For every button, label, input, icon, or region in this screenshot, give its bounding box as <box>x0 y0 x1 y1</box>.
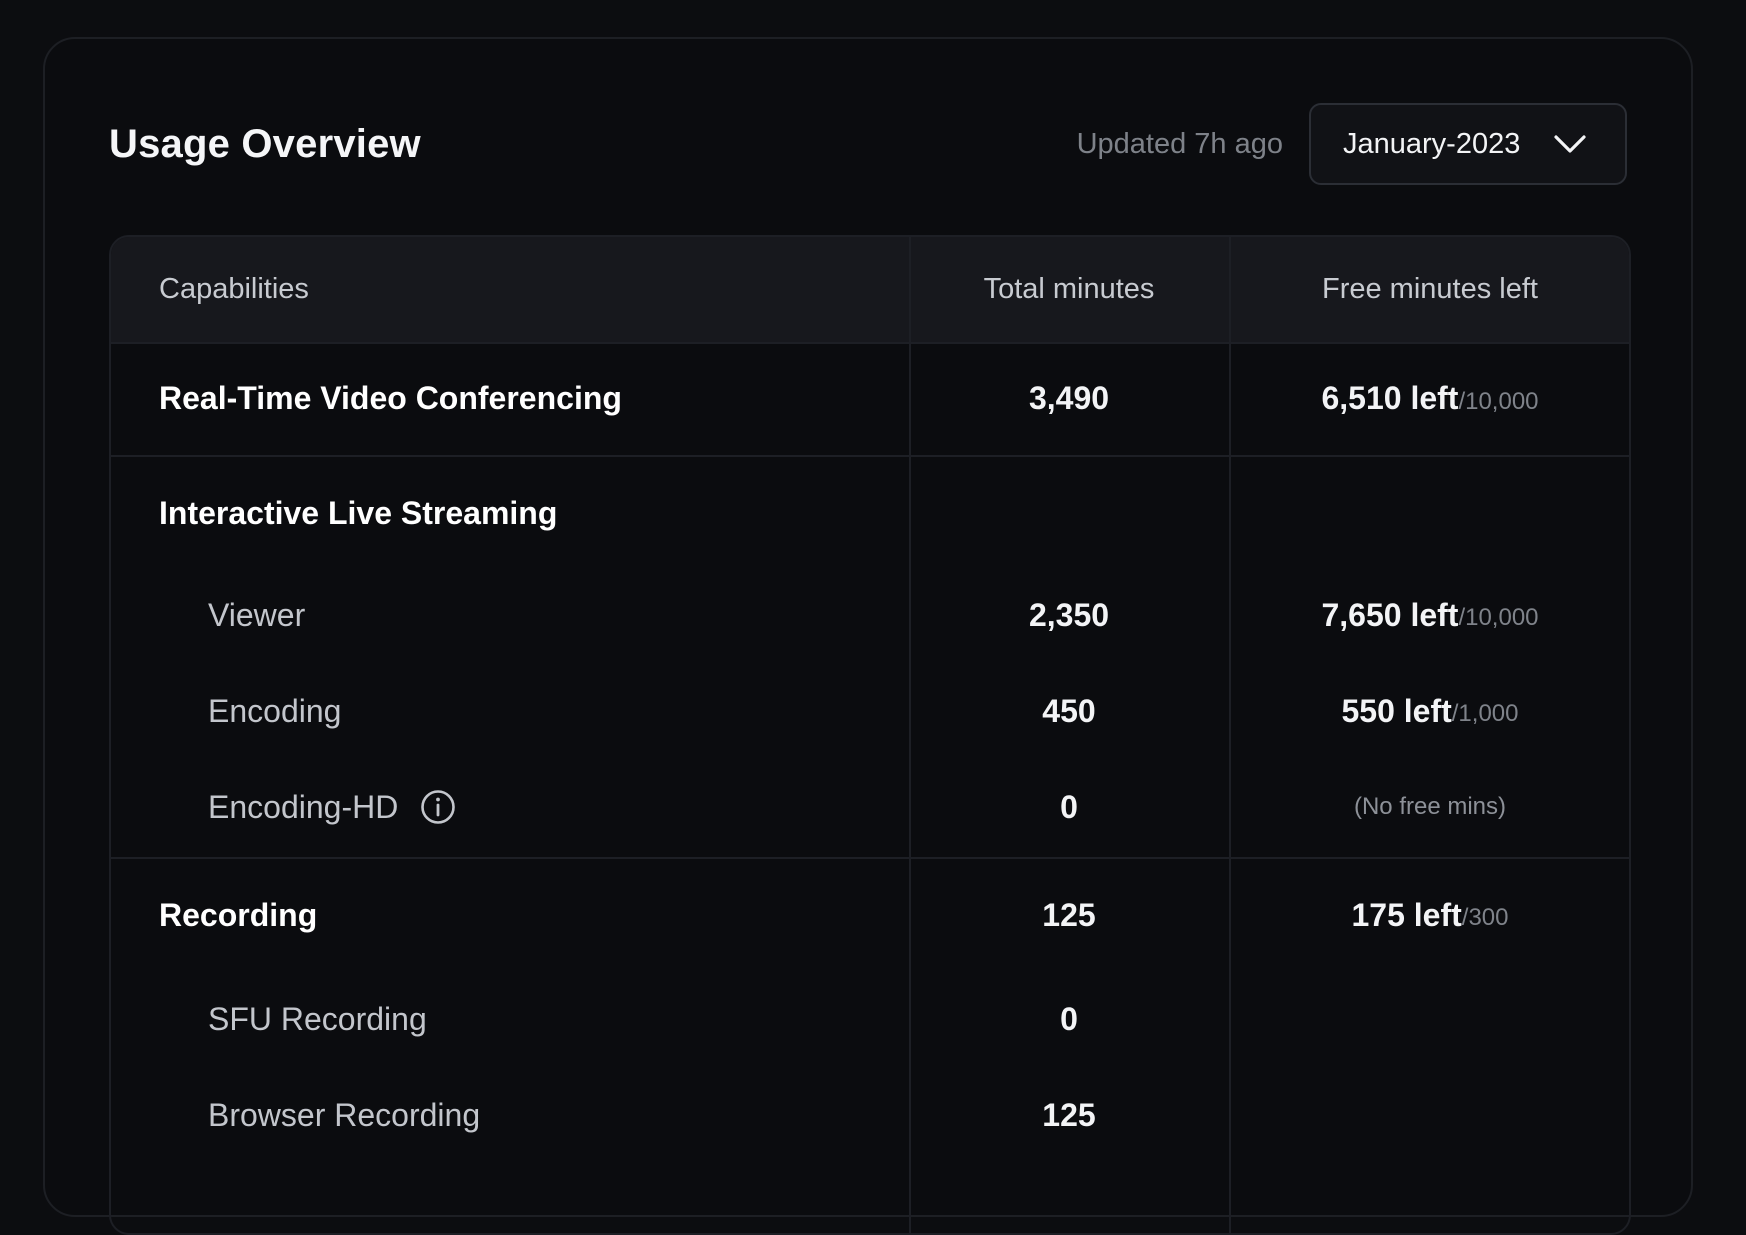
row-divider <box>111 455 1629 457</box>
usage-overview-card: Usage Overview Updated 7h ago January-20… <box>43 37 1693 1235</box>
minutes-left-value: 7,650 left <box>1321 596 1459 633</box>
total-minutes: 125 <box>1042 896 1096 933</box>
total-minutes: 3,490 <box>1028 380 1110 416</box>
minutes-quota: /1,000 <box>1451 700 1519 727</box>
column-header-free-minutes-left: Free minutes left <box>1322 273 1538 305</box>
minutes-left-value: 6,510 left <box>1321 380 1459 416</box>
capability-name-cell: Encoding-HD <box>208 759 456 855</box>
capability-name: Recording <box>159 896 318 933</box>
capability-name: Encoding <box>208 692 342 729</box>
table-header: Capabilities Total minutes Free minutes … <box>111 237 1629 344</box>
total-minutes: 450 <box>1042 692 1096 729</box>
updated-timestamp: Updated 7h ago <box>1076 127 1283 160</box>
capability-name: SFU Recording <box>208 1000 427 1037</box>
column-header-capabilities: Capabilities <box>159 273 309 305</box>
free-minutes-left: 175 left/300 <box>1229 859 1629 971</box>
card-header: Usage Overview Updated 7h ago January-20… <box>109 103 1627 185</box>
row-divider <box>111 857 1629 859</box>
capability-name: Viewer <box>208 596 306 633</box>
minutes-left-value: 175 left <box>1351 896 1462 933</box>
usage-table: Capabilities Total minutes Free minutes … <box>109 235 1631 1235</box>
minutes-quota: /10,000 <box>1458 387 1539 415</box>
column-header-total-minutes: Total minutes <box>983 273 1155 305</box>
no-free-minutes-note: (No free mins) <box>1353 793 1507 820</box>
free-minutes-left: 7,650 left/10,000 <box>1229 567 1629 663</box>
info-icon[interactable] <box>420 789 456 825</box>
capability-name: Encoding-HD <box>208 788 399 825</box>
minutes-left-value: 550 left <box>1341 692 1452 729</box>
column-divider <box>909 237 911 1233</box>
page-title: Usage Overview <box>109 121 421 166</box>
total-minutes: 0 <box>1060 788 1078 825</box>
minutes-quota: /300 <box>1461 904 1509 931</box>
minutes-quota: /10,000 <box>1458 604 1539 631</box>
total-minutes: 0 <box>1060 1000 1078 1037</box>
header-controls: Updated 7h ago January-2023 <box>1077 103 1627 185</box>
free-minutes-left: 550 left/1,000 <box>1229 663 1629 759</box>
capability-name: Interactive Live Streaming <box>159 494 558 531</box>
total-minutes: 2,350 <box>1028 596 1110 633</box>
total-minutes: 125 <box>1042 1096 1096 1133</box>
chevron-down-icon <box>1554 135 1586 153</box>
free-minutes-left: 6,510 left/10,000 <box>1229 342 1629 455</box>
column-divider <box>1229 237 1231 1233</box>
month-select[interactable]: January-2023 <box>1309 103 1627 185</box>
capability-name: Browser Recording <box>208 1096 481 1133</box>
month-select-value: January-2023 <box>1343 127 1521 160</box>
capability-name: Real-Time Video Conferencing <box>159 380 622 416</box>
